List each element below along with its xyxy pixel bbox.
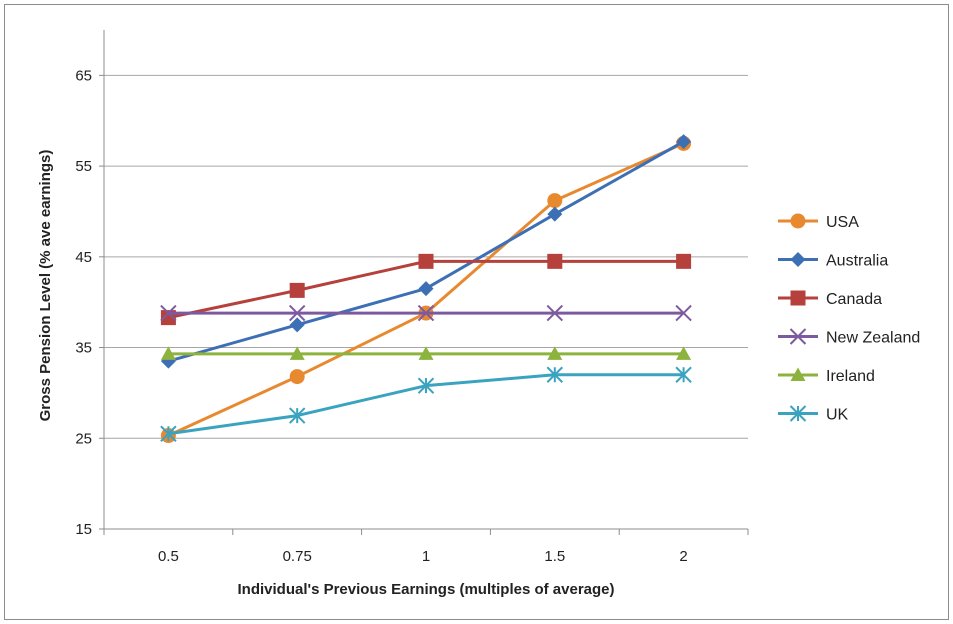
- y-tick-label: 55: [75, 158, 92, 175]
- x-tick-label: 0.75: [283, 548, 312, 565]
- series-australia: [160, 134, 692, 369]
- series-line-australia: [167, 140, 685, 363]
- data-point-ireland-marker: [289, 346, 305, 360]
- data-point-australia-marker: [418, 281, 434, 297]
- x-tick-label: 2: [679, 548, 687, 565]
- y-tick-label: 15: [75, 521, 92, 538]
- legend-item-new-zealand: New Zealand: [778, 328, 920, 347]
- data-point-new-zealand-marker: [160, 304, 177, 322]
- data-point-canada-marker: [289, 282, 305, 298]
- legend: USA Australia Canada New Zealand Ireland UK: [778, 213, 920, 424]
- y-tick-label: 45: [75, 249, 92, 266]
- legend-item-uk: UK: [778, 405, 849, 424]
- data-point-canada-marker: [418, 253, 434, 269]
- data-point-uk-marker: [675, 366, 692, 383]
- legend-label: Australia: [826, 253, 888, 270]
- data-point-usa-marker: [289, 369, 305, 385]
- data-point-new-zealand-marker: [417, 304, 435, 322]
- legend-australia-marker: [790, 252, 806, 267]
- x-tick-label: 1.5: [544, 548, 565, 565]
- data-point-canada-marker: [676, 253, 692, 269]
- x-axis-title: Individual's Previous Earnings (multiple…: [238, 581, 615, 598]
- data-point-usa-marker: [547, 193, 563, 209]
- legend-uk-marker: [789, 405, 807, 422]
- legend-item-canada: Canada: [778, 290, 882, 308]
- legend-canada-marker: [790, 290, 806, 306]
- data-point-australia-marker: [547, 206, 563, 222]
- data-point-uk-marker: [288, 407, 306, 424]
- data-point-new-zealand-marker: [546, 304, 564, 322]
- x-tick-label: 1: [422, 548, 430, 565]
- data-point-ireland-marker: [676, 346, 692, 360]
- series-ireland: [160, 346, 692, 360]
- series-uk: [160, 366, 692, 442]
- y-tick-label: 65: [75, 67, 92, 84]
- legend-label: USA: [826, 214, 859, 231]
- legend-label: Canada: [826, 291, 882, 308]
- legend-item-usa: USA: [778, 213, 859, 231]
- data-point-new-zealand-marker: [675, 304, 692, 322]
- data-point-australia-marker: [676, 134, 692, 150]
- series-canada: [160, 253, 692, 326]
- data-point-uk-marker: [417, 377, 435, 394]
- series-new-zealand: [160, 304, 692, 322]
- data-point-ireland-marker: [160, 346, 176, 360]
- y-tick-label: 35: [75, 340, 92, 357]
- data-point-australia-marker: [289, 317, 305, 333]
- data-point-ireland-marker: [418, 346, 434, 360]
- x-tick-label: 0.5: [158, 548, 179, 565]
- y-axis-title: Gross Pension Level (% ave earnings): [37, 150, 54, 422]
- tick-labels: 15 25 35 45 55 65 0.5 0.75 1 1.5 2: [75, 67, 687, 565]
- data-point-uk-marker: [160, 425, 177, 442]
- y-tick-label: 25: [75, 430, 92, 447]
- series-group: [160, 134, 692, 444]
- legend-item-australia: Australia: [778, 252, 888, 270]
- data-point-new-zealand-marker: [288, 304, 306, 322]
- legend-new-zealand-marker: [789, 328, 807, 345]
- legend-label: UK: [826, 407, 849, 424]
- data-point-canada-marker: [547, 253, 563, 269]
- legend-ireland-marker: [790, 367, 806, 381]
- data-point-ireland-marker: [547, 346, 563, 360]
- legend-item-ireland: Ireland: [778, 367, 875, 385]
- legend-label: Ireland: [826, 368, 875, 385]
- axes: [99, 30, 749, 535]
- legend-label: New Zealand: [826, 330, 920, 347]
- data-point-uk-marker: [546, 366, 564, 383]
- legend-usa-marker: [790, 213, 806, 229]
